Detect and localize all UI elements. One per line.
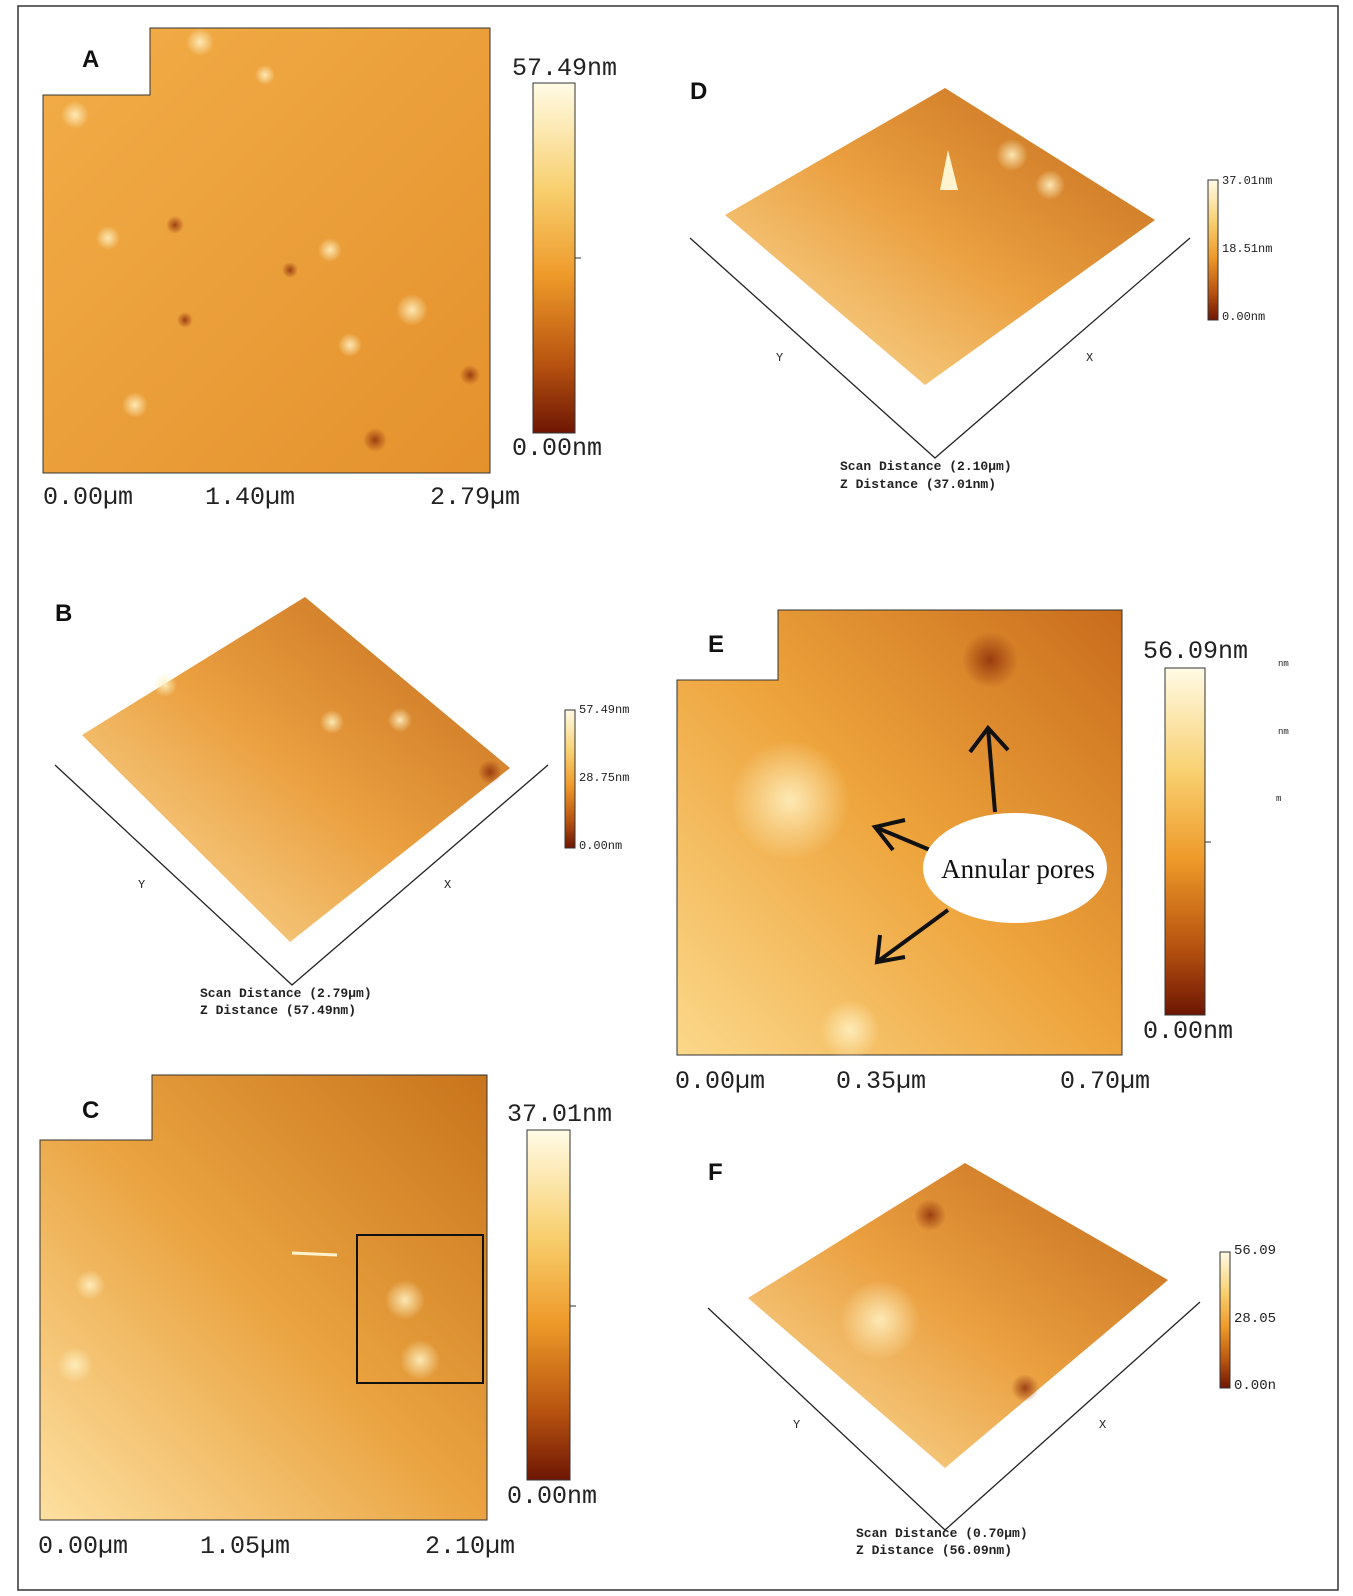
x-axis-label: X: [1099, 1418, 1106, 1432]
panel-a: A 57.49nm 0.00nm 0.00µm 1.40µm 2.79µm: [43, 28, 617, 512]
scale-min: 0.00nm: [1143, 1017, 1233, 1046]
scale-label: 0.00nm: [1222, 310, 1265, 324]
annotation: Annular pores: [941, 854, 1095, 884]
scale-label: 0.00n: [1234, 1378, 1276, 1394]
figure: A 57.49nm 0.00nm 0.00µm 1.40µm 2.79µm D …: [0, 0, 1353, 1596]
scan-distance: Scan Distance (0.70µm): [856, 1526, 1028, 1541]
scale-min: 0.00nm: [512, 434, 602, 463]
panel-label: C: [82, 1097, 99, 1124]
scale-min: 0.00nm: [507, 1482, 597, 1511]
scale-max: 57.49nm: [512, 54, 617, 83]
scale-label: 18.51nm: [1222, 242, 1272, 256]
panel-b: B Y X 57.49nm 28.75nm 0.00nm Scan Distan…: [55, 597, 629, 1018]
x-label: 0.00µm: [675, 1067, 765, 1096]
cutoff-label: nm: [1278, 727, 1289, 737]
scale-label: 37.01nm: [1222, 174, 1272, 188]
x-label: 0.35µm: [836, 1067, 926, 1096]
scale-label: 28.75nm: [579, 771, 629, 785]
x-label: 0.00µm: [38, 1532, 128, 1561]
x-axis-label: X: [1086, 351, 1093, 365]
afm-image: [43, 28, 490, 473]
y-axis-label: Y: [793, 1418, 800, 1432]
color-bar: [565, 710, 575, 848]
scale-label: 28.05: [1234, 1311, 1276, 1327]
cutoff-label: nm: [1278, 659, 1289, 669]
x-label: 0.00µm: [43, 483, 133, 512]
scale-label: 56.09: [1234, 1243, 1276, 1259]
color-bar: [1220, 1252, 1230, 1388]
panel-label: B: [55, 600, 72, 627]
panel-label: F: [708, 1159, 723, 1186]
panel-d: D Y X 37.01nm 18.51nm 0.00nm Scan Distan…: [690, 78, 1272, 492]
x-label: 1.40µm: [205, 483, 295, 512]
color-bar: [527, 1130, 570, 1480]
cutoff-label: m: [1276, 794, 1281, 804]
x-label: 2.10µm: [425, 1532, 515, 1561]
z-distance: Z Distance (37.01nm): [840, 477, 996, 492]
surface-3d: [725, 88, 1155, 385]
x-label: 2.79µm: [430, 483, 520, 512]
x-label: 0.70µm: [1060, 1067, 1150, 1096]
panel-label: A: [82, 46, 99, 73]
scan-distance: Scan Distance (2.79µm): [200, 986, 372, 1001]
y-axis-label: Y: [776, 351, 783, 365]
scale-max: 56.09nm: [1143, 637, 1248, 666]
x-axis-label: X: [444, 878, 451, 892]
x-label: 1.05µm: [200, 1532, 290, 1561]
panel-f: F Y X 56.09 28.05 0.00n Scan Distance (0…: [708, 1159, 1276, 1558]
color-bar: [1165, 668, 1205, 1015]
scale-label: 0.00nm: [579, 839, 622, 853]
color-bar: [533, 83, 575, 433]
scale-label: 57.49nm: [579, 703, 629, 717]
panel-c: C 37.01nm 0.00nm 0.00µm 1.05µm 2.10µm: [38, 1075, 612, 1561]
color-bar: [1208, 180, 1218, 320]
panel-label: D: [690, 78, 707, 105]
scale-max: 37.01nm: [507, 1100, 612, 1129]
panel-label: E: [708, 631, 724, 658]
y-axis-label: Y: [138, 878, 145, 892]
z-distance: Z Distance (57.49nm): [200, 1003, 356, 1018]
scan-distance: Scan Distance (2.10µm): [840, 459, 1012, 474]
panel-e: E Annular pores 56.09nm 0.00nm 0.00µm 0.…: [675, 610, 1289, 1096]
surface-streak: [292, 1253, 337, 1255]
z-distance: Z Distance (56.09nm): [856, 1543, 1012, 1558]
